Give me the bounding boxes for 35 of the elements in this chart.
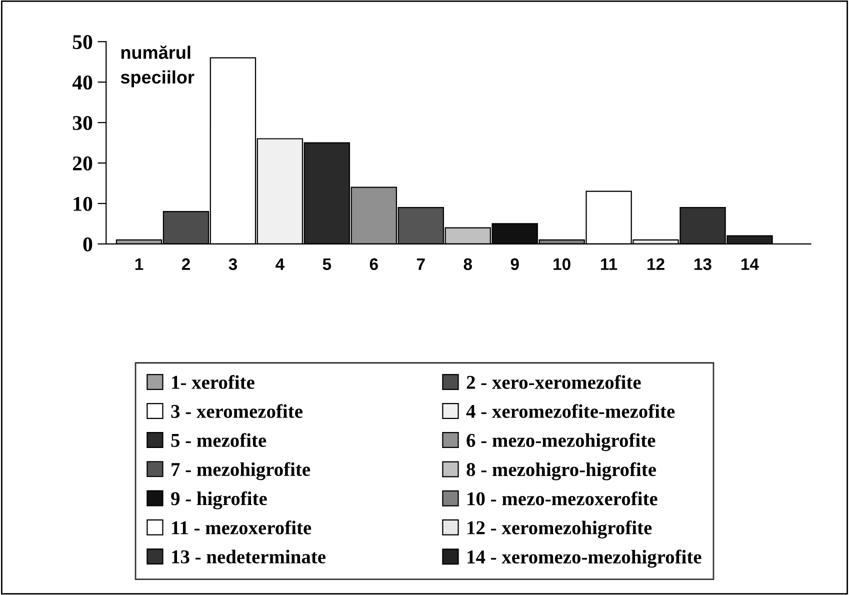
- y-tick-label: 40: [72, 75, 92, 90]
- x-tick-label: 8: [464, 258, 472, 270]
- legend-label: 2 - xero-xeromezofite: [466, 375, 641, 389]
- x-tick-label: 9: [510, 258, 519, 270]
- legend-label: 10 - mezo-mezoxerofite: [468, 491, 658, 506]
- legend-label: 12 - xeromezohigrofite: [468, 520, 652, 538]
- legend-label: 11 - mezoxerofite: [172, 520, 312, 534]
- x-tick-label: 2: [182, 258, 190, 270]
- x-tick-label: 4: [276, 258, 284, 270]
- x-tick-label: 14: [742, 258, 759, 270]
- y-axis-title: numărul speciilor: [120, 46, 194, 88]
- x-tick-label: 11: [601, 258, 618, 270]
- x-tick-label: 10: [554, 258, 570, 270]
- y-tick-label: 30: [72, 116, 92, 130]
- legend-label: 1- xerofite: [172, 375, 254, 389]
- x-tick-label: 1: [135, 258, 144, 270]
- x-tick-label: 3: [228, 258, 237, 270]
- legend-label: 8 - mezohigro-higrofite: [466, 462, 656, 480]
- y-tick-label: 0: [83, 237, 92, 252]
- x-tick-label: 13: [694, 258, 712, 270]
- legend-label: 14 - xeromezo-mezohigrofite: [468, 550, 702, 568]
- y-tick-label: 20: [72, 156, 92, 170]
- legend-label: 3 - xeromezofite: [171, 404, 302, 418]
- legend-label: 5 - mezofite: [171, 433, 266, 447]
- x-tick-label: 12: [648, 258, 664, 270]
- legend-label: 4 - xeromezofite-mezofite: [466, 404, 675, 418]
- x-tick-label: 7: [416, 258, 425, 270]
- y-tick-label: 10: [74, 196, 92, 211]
- legend-label: 13 - nedeterminate: [172, 550, 326, 564]
- x-tick-label: 5: [322, 258, 332, 270]
- legend-label: 7 - mezohigrofite: [172, 462, 310, 480]
- legend-label: 6 - mezo-mezohigrofite: [466, 433, 656, 452]
- legend-label: 9 - higrofite: [171, 491, 267, 510]
- y-tick-label: 50: [72, 35, 92, 50]
- x-tick-label: 6: [370, 258, 378, 270]
